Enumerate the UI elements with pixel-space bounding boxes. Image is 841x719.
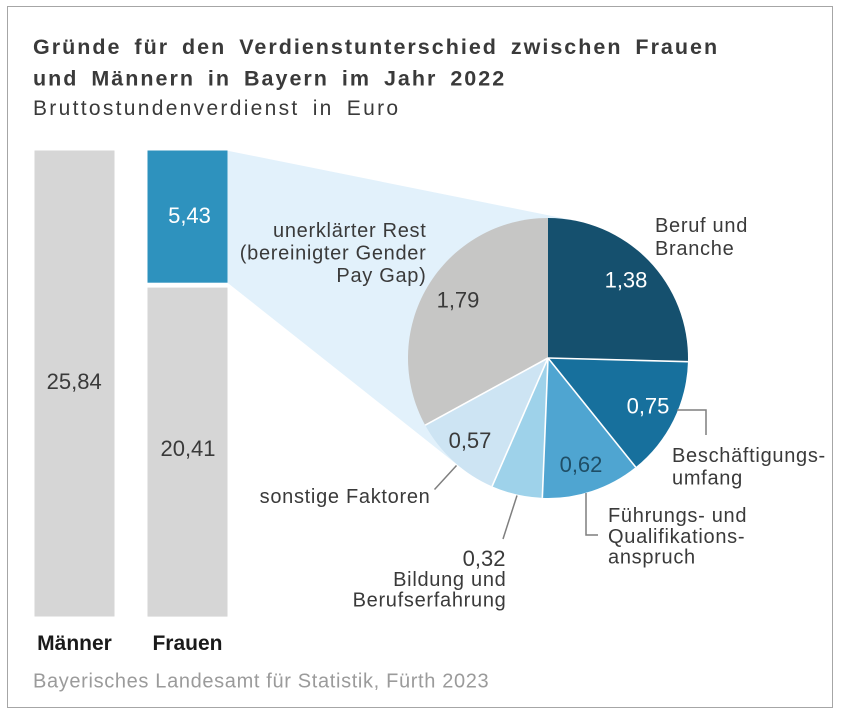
svg-text:25,84: 25,84	[47, 369, 102, 394]
svg-text:1,38: 1,38	[605, 268, 648, 293]
svg-text:Frauen: Frauen	[152, 632, 222, 655]
svg-text:1,79: 1,79	[437, 288, 480, 313]
svg-text:Führungs- und: Führungs- und	[608, 505, 747, 527]
svg-text:0,57: 0,57	[449, 428, 492, 453]
svg-text:0,75: 0,75	[627, 394, 670, 419]
svg-text:und Männern in Bayern im Jahr: und Männern in Bayern im Jahr 2022	[33, 67, 506, 91]
svg-text:Bruttostundenverdienst in Euro: Bruttostundenverdienst in Euro	[33, 97, 400, 120]
svg-text:Beschäftigungs-: Beschäftigungs-	[672, 445, 826, 467]
svg-text:Bayerisches Landesamt für Stat: Bayerisches Landesamt für Statistik, Für…	[33, 671, 489, 693]
svg-text:Pay Gap): Pay Gap)	[336, 265, 426, 287]
svg-text:Bildung und: Bildung und	[393, 569, 506, 591]
svg-text:0,32: 0,32	[463, 546, 506, 571]
svg-text:umfang: umfang	[672, 468, 743, 490]
svg-text:Branche: Branche	[655, 238, 734, 260]
svg-text:unerklärter Rest: unerklärter Rest	[273, 220, 426, 242]
svg-text:Gründe für den Verdienstunters: Gründe für den Verdienstunterschied zwis…	[33, 35, 719, 59]
svg-text:Männer: Männer	[37, 632, 112, 655]
svg-text:Qualifikations-: Qualifikations-	[608, 526, 745, 548]
svg-text:0,62: 0,62	[560, 452, 603, 477]
svg-text:(bereinigter Gender: (bereinigter Gender	[240, 243, 427, 265]
svg-text:5,43: 5,43	[168, 203, 211, 228]
svg-text:anspruch: anspruch	[608, 547, 696, 569]
svg-text:Berufserfahrung: Berufserfahrung	[353, 589, 507, 611]
svg-text:sonstige Faktoren: sonstige Faktoren	[260, 486, 431, 508]
svg-text:Beruf und: Beruf und	[655, 215, 748, 237]
svg-text:20,41: 20,41	[160, 436, 215, 461]
